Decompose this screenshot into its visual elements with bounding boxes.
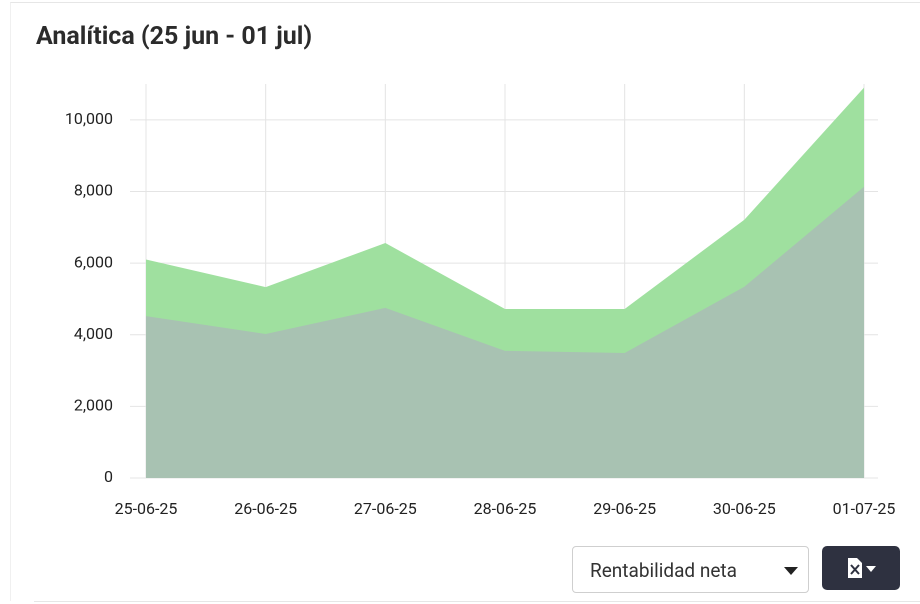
y-tick-label: 10,000 [65,109,113,128]
y-tick-label: 2,000 [74,396,113,415]
select-caret [784,567,798,575]
export-icon [848,558,876,578]
chart-title: Analítica (25 jun - 01 jul) [36,22,313,51]
y-tick-label: 4,000 [74,324,113,343]
x-tick-label: 29-06-25 [593,499,656,518]
x-tick-label: 27-06-25 [354,499,417,518]
x-tick-label: 28-06-25 [474,499,537,518]
x-tick-label: 30-06-25 [713,499,776,518]
divider [34,601,920,602]
metric-select[interactable]: Rentabilidad neta [572,546,809,593]
chart: 0 2,000 4,000 6,000 8,000 10,000 25-06-25 26-06… [65,84,896,518]
x-tick-label: 26-06-25 [234,499,297,518]
area [146,186,864,478]
y-tick-label: 8,000 [74,181,113,200]
select-text: Rentabilidad neta [590,559,737,582]
x-tick-label: 25-06-25 [115,499,178,518]
export-button[interactable] [822,546,900,590]
y-tick-label: 6,000 [74,252,113,271]
card [10,2,920,601]
y-tick-label: 0 [104,467,113,486]
x-tick-label: 01-07-25 [833,499,896,518]
